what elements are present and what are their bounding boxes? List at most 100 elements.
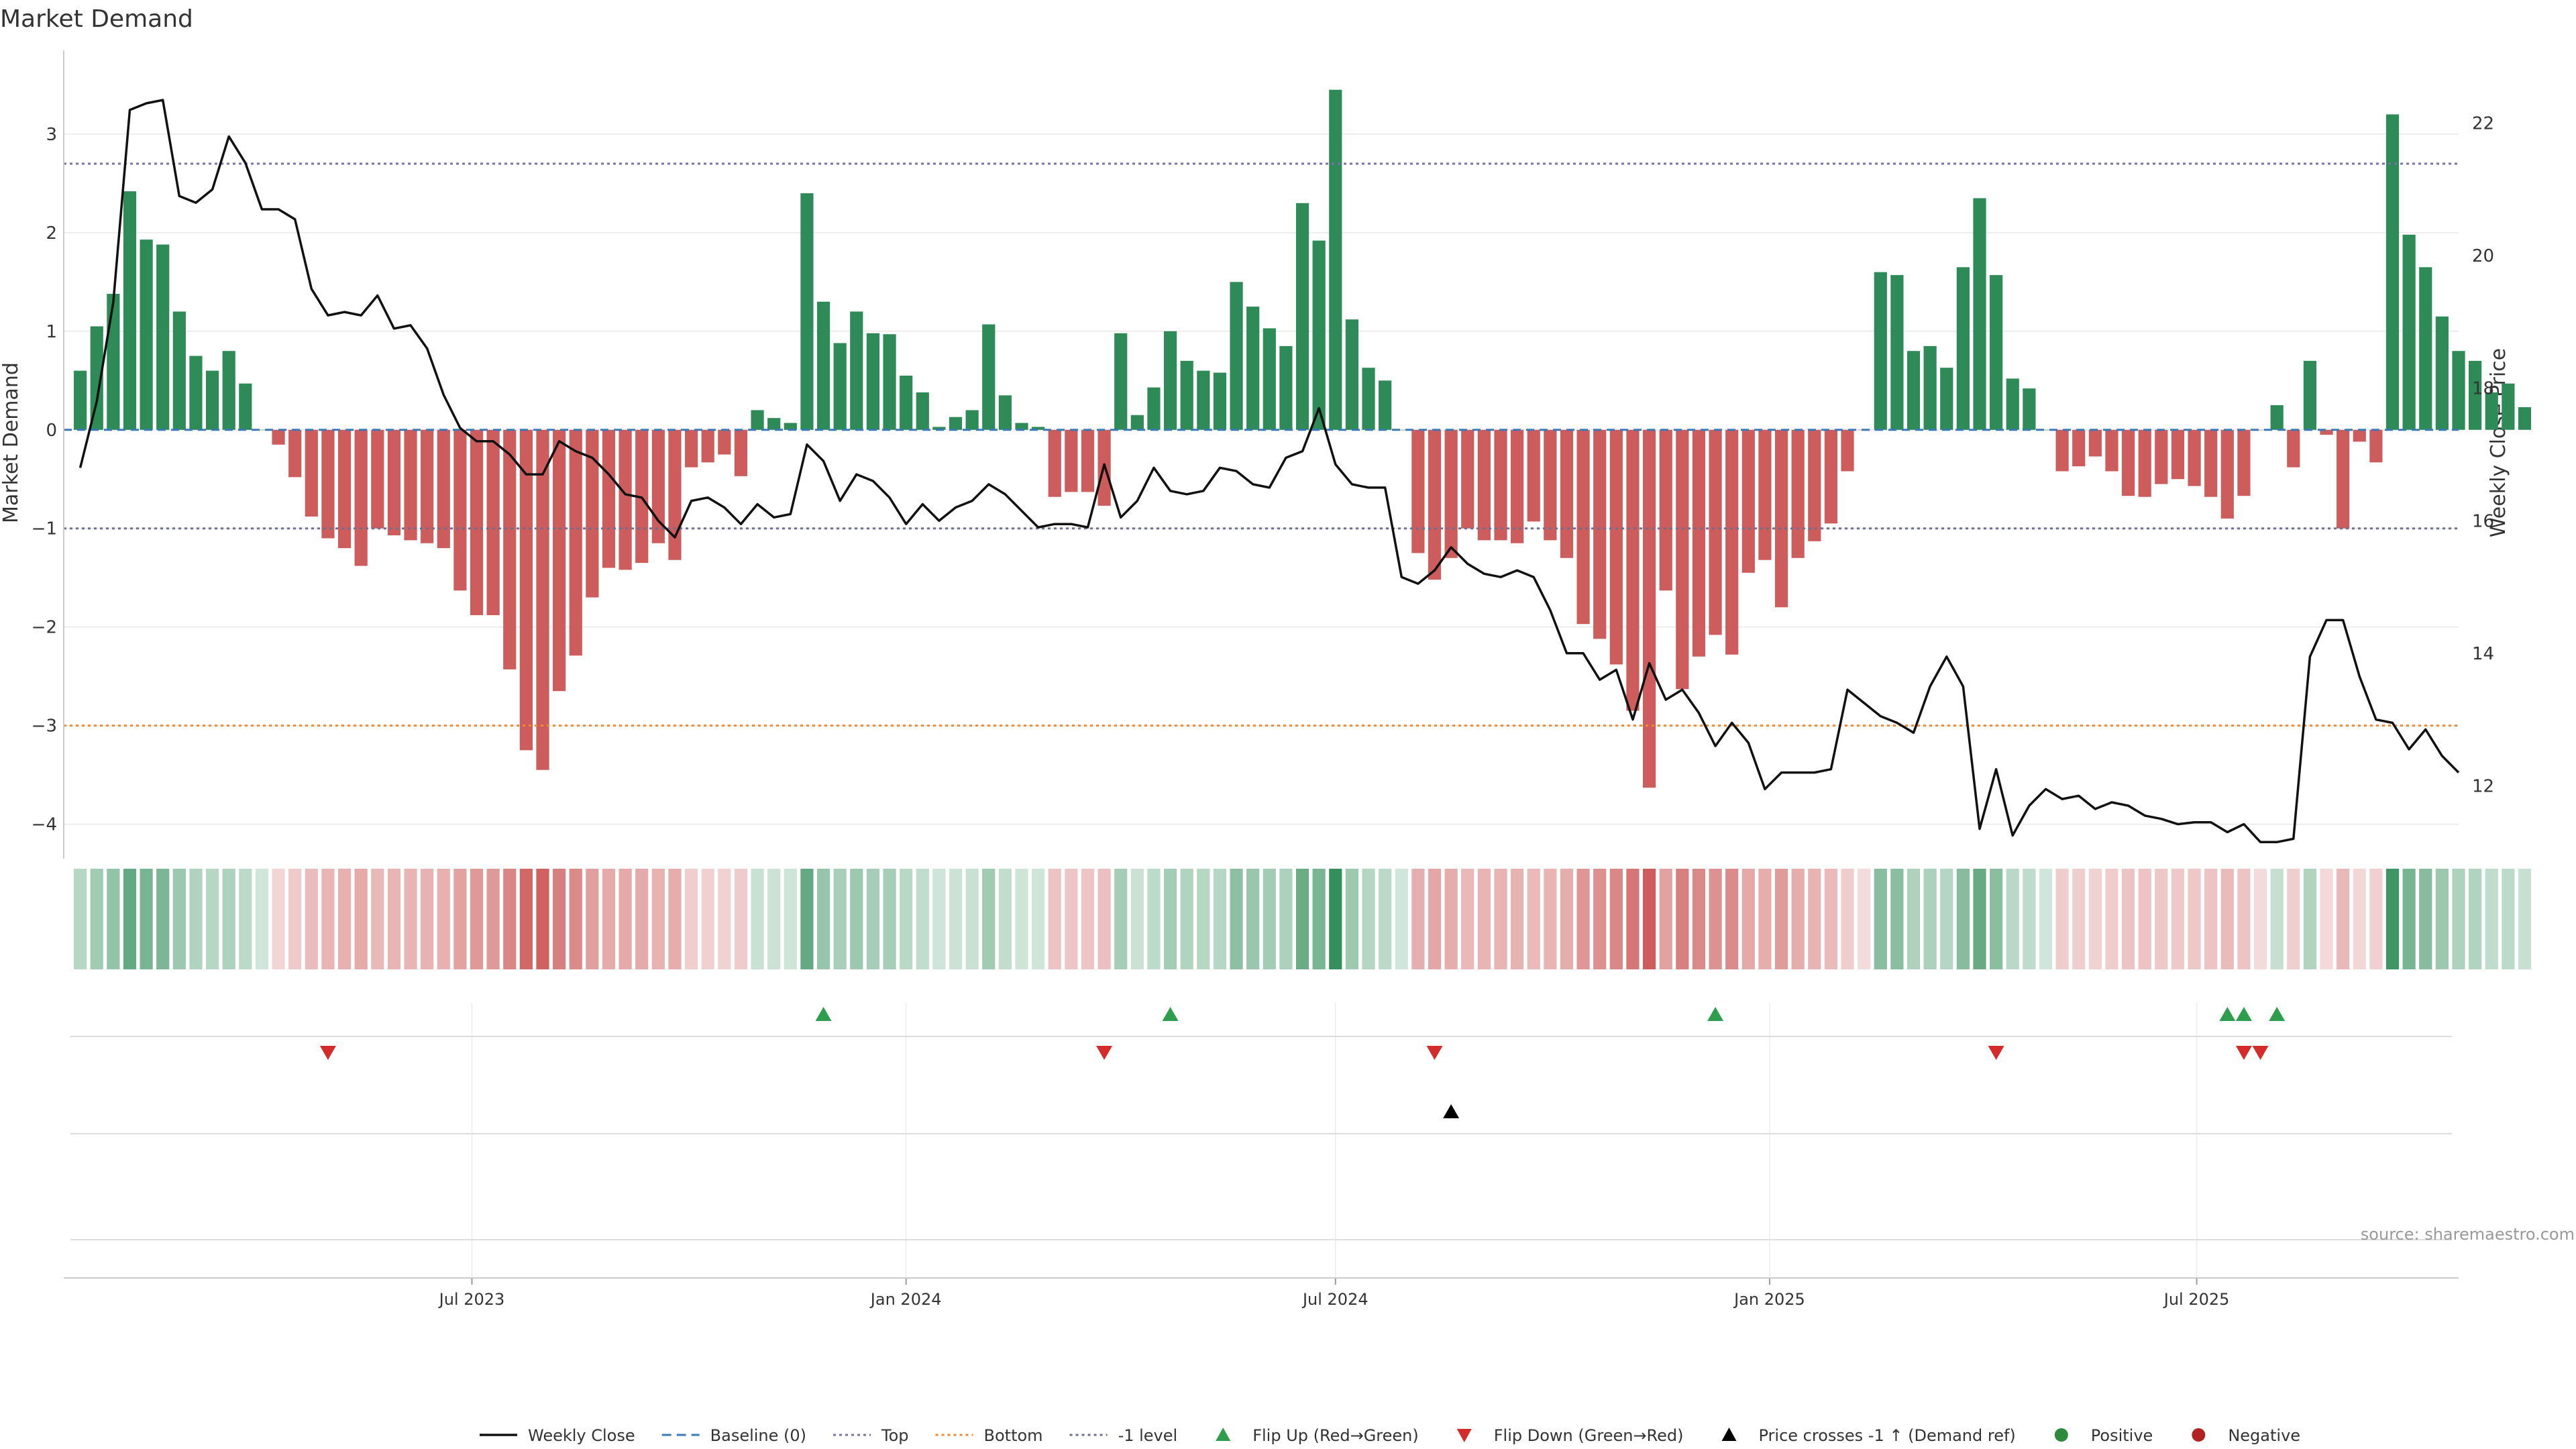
demand-bar	[767, 418, 781, 430]
demand-bar	[1791, 429, 1805, 558]
demand-bar	[1758, 429, 1772, 560]
heat-cell	[453, 869, 467, 969]
flip-down-marker	[1096, 1046, 1113, 1060]
demand-bar	[371, 429, 384, 529]
demand-bar	[684, 429, 698, 468]
demand-bar	[1907, 351, 1921, 430]
heat-cell	[734, 869, 748, 969]
demand-bar	[668, 429, 682, 560]
heat-cell	[2237, 869, 2251, 969]
heat-cell	[916, 869, 929, 969]
y2-axis-label: Weekly Close Price	[2487, 348, 2510, 537]
demand-bar	[2320, 429, 2333, 435]
heat-cell	[2518, 869, 2532, 969]
demand-bar	[883, 334, 896, 430]
demand-bar	[536, 429, 549, 770]
heat-cell	[90, 869, 103, 969]
demand-bar	[1163, 331, 1177, 430]
heat-cell	[1709, 869, 1722, 969]
legend-item: Top	[833, 1426, 909, 1445]
heat-cell	[1907, 869, 1921, 969]
demand-bar	[519, 429, 533, 751]
flip-down-marker	[2252, 1046, 2269, 1060]
demand-bar	[900, 375, 913, 430]
x-tick-label: Jan 2025	[1733, 1290, 1805, 1309]
heat-cell	[850, 869, 863, 969]
demand-bar	[1593, 429, 1607, 639]
demand-bar	[1362, 368, 1375, 430]
demand-bar	[1741, 429, 1755, 573]
demand-bar	[2204, 429, 2218, 497]
demand-bar	[2518, 407, 2532, 430]
demand-bar	[1197, 370, 1210, 430]
heat-cell	[619, 869, 632, 969]
demand-bar	[107, 293, 120, 430]
heat-cell	[816, 869, 830, 969]
x-tick-label: Jul 2024	[1301, 1290, 1368, 1309]
flip-up-marker	[1162, 1007, 1179, 1021]
heat-cell	[1362, 869, 1375, 969]
legend-swatch	[2192, 1428, 2206, 1442]
heat-cell	[337, 869, 352, 969]
demand-bar	[586, 429, 599, 598]
demand-bar	[2039, 429, 2053, 431]
demand-bar	[90, 326, 103, 430]
demand-bar	[2502, 383, 2515, 430]
heat-cell	[1295, 869, 1309, 969]
demand-bar	[932, 427, 946, 430]
demand-bar	[1940, 368, 1953, 430]
flip-down-marker	[2235, 1046, 2252, 1060]
heat-cell	[1097, 869, 1111, 969]
demand-bar	[1180, 360, 1193, 430]
heat-cell	[2469, 869, 2482, 969]
demand-bar	[1560, 429, 1574, 558]
heat-cell	[1774, 869, 1788, 969]
demand-bar	[288, 429, 302, 478]
heat-cell	[239, 869, 252, 969]
heat-cell	[1676, 869, 1689, 969]
demand-bar	[2303, 360, 2317, 430]
heat-cell	[1609, 869, 1623, 969]
heat-cell	[536, 869, 549, 969]
demand-bar	[1477, 429, 1491, 541]
heat-cell	[2072, 869, 2086, 969]
demand-bar	[833, 343, 847, 430]
demand-bar	[1263, 328, 1276, 430]
demand-bar	[1692, 429, 1706, 657]
demand-bar	[1114, 333, 1128, 430]
heat-cell	[1940, 869, 1953, 969]
demand-bar	[205, 370, 219, 430]
heat-cell	[2253, 869, 2267, 969]
heat-cell	[1081, 869, 1095, 969]
y-tick-label: −4	[32, 815, 57, 835]
demand-bar	[866, 333, 880, 430]
heat-cell	[140, 869, 153, 969]
demand-bar	[321, 429, 335, 539]
demand-bar	[1709, 429, 1722, 635]
demand-bar	[619, 429, 632, 570]
heat-cell	[172, 869, 186, 969]
flip-up-marker	[815, 1007, 832, 1021]
demand-bar	[1246, 307, 1260, 430]
heat-cell	[1576, 869, 1590, 969]
heat-cell	[255, 869, 269, 969]
heat-cell	[1048, 869, 1061, 969]
demand-bar	[1065, 429, 1078, 492]
heat-cell	[2435, 869, 2449, 969]
heat-cell	[602, 869, 616, 969]
heat-cell	[1923, 869, 1937, 969]
heat-cell	[651, 869, 665, 969]
grid-layer	[64, 133, 2459, 1278]
heat-cell	[2402, 869, 2416, 969]
heat-cell	[1824, 869, 1838, 969]
heat-cell	[965, 869, 979, 969]
heat-cell	[2270, 869, 2284, 969]
demand-bar	[734, 429, 748, 476]
demand-bar	[1032, 427, 1045, 430]
heat-cell	[2303, 869, 2317, 969]
heat-cell	[635, 869, 649, 969]
heat-cell	[2055, 869, 2069, 969]
y2-tick-label: 22	[2472, 114, 2494, 134]
demand-bar	[1659, 429, 1672, 591]
